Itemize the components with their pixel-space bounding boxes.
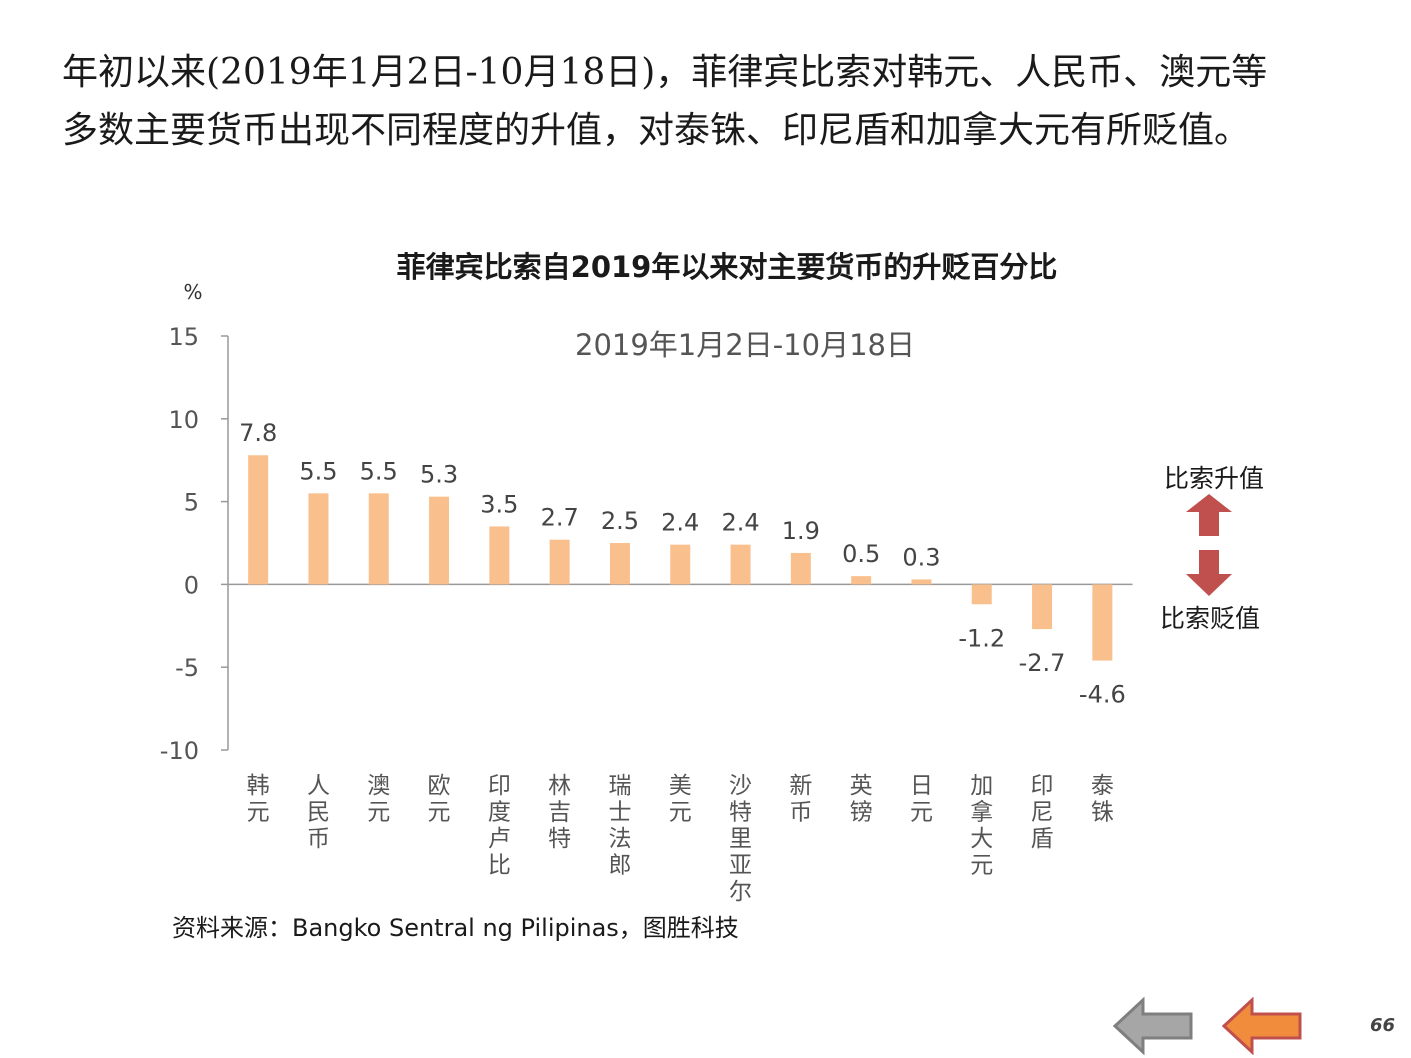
data-label: -2.7 [1019, 649, 1066, 677]
data-label: 2.5 [601, 507, 639, 535]
x-tick-label: 欧元 [428, 773, 451, 826]
data-label: 7.8 [239, 419, 277, 447]
y-tick-label: 0 [184, 571, 199, 599]
arrow-down-icon [1186, 550, 1232, 596]
data-label: 5.5 [299, 457, 337, 485]
data-label: 0.3 [902, 543, 940, 571]
x-tick-label: 英镑 [850, 773, 873, 826]
bar [429, 496, 450, 585]
bar [1032, 584, 1053, 630]
annotation-appreciation: 比索升值 [1164, 464, 1264, 493]
data-label: -1.2 [958, 624, 1005, 652]
y-tick-label: 5 [184, 489, 199, 517]
data-label: 2.7 [541, 504, 579, 532]
page-number: 66 [1370, 1015, 1396, 1036]
y-tick-label: -10 [160, 737, 199, 765]
data-label: 3.5 [480, 490, 518, 518]
bar [368, 493, 389, 585]
bar [670, 544, 691, 585]
y-axis-label: % [183, 280, 202, 304]
x-tick-label: 新币 [789, 773, 812, 826]
bar [911, 579, 932, 585]
arrow-up-icon [1186, 494, 1232, 536]
x-tick-label: 人民币 [307, 773, 330, 852]
x-tick-label: 沙特里亚尔 [729, 773, 752, 905]
forward-arrow-button[interactable] [1222, 997, 1308, 1055]
bar [971, 584, 992, 605]
bar [248, 455, 269, 585]
source-note: 资料来源：Bangko Sentral ng Pilipinas，图胜科技 [172, 914, 739, 942]
headline-line-2: 多数主要货币出现不同程度的升值，对泰铢、印尼盾和加拿大元有所贬值。 [62, 110, 1251, 151]
x-tick-label: 加拿大元 [970, 773, 993, 879]
headline-line-1: 年初以来(2019年1月2日-10月18日)，菲律宾比索对韩元、人民币、澳元等 [62, 52, 1268, 93]
headline: 年初以来(2019年1月2日-10月18日)，菲律宾比索对韩元、人民币、澳元等 … [62, 44, 1382, 160]
x-tick-label: 印度卢比 [488, 773, 511, 879]
y-tick-label: 15 [168, 323, 199, 351]
data-label: 0.5 [842, 540, 880, 568]
data-label: 5.5 [360, 457, 398, 485]
chart-title: 菲律宾比索自2019年以来对主要货币的升贬百分比 [397, 250, 1058, 284]
data-label: 1.9 [782, 517, 820, 545]
data-label: -4.6 [1079, 681, 1126, 709]
x-tick-label: 澳元 [367, 773, 390, 826]
annotation-depreciation: 比索贬值 [1160, 604, 1260, 633]
back-arrow-button[interactable] [1113, 997, 1199, 1055]
bar [730, 544, 751, 585]
x-tick-label: 韩元 [247, 773, 270, 826]
bar [308, 493, 329, 585]
bar [851, 576, 872, 585]
bar [489, 526, 510, 585]
arrow-left-icon [1113, 997, 1193, 1055]
bar [549, 539, 570, 585]
bar [1092, 584, 1113, 661]
x-tick-label: 印尼盾 [1031, 773, 1054, 852]
data-label: 2.4 [661, 509, 699, 537]
bar [609, 543, 630, 585]
x-tick-label: 日元 [910, 773, 933, 826]
x-tick-label: 林吉特 [548, 773, 571, 852]
data-label: 5.3 [420, 461, 458, 489]
x-tick-label: 美元 [669, 773, 692, 826]
x-tick-label: 瑞士法郎 [608, 773, 631, 879]
y-tick-label: 10 [168, 406, 199, 434]
chart-subtitle: 2019年1月2日-10月18日 [575, 328, 915, 362]
data-label: 2.4 [721, 509, 759, 537]
bar [790, 552, 811, 585]
y-tick-label: -5 [175, 654, 199, 682]
x-tick-label: 泰铢 [1091, 773, 1114, 826]
arrow-left-icon [1222, 997, 1302, 1055]
